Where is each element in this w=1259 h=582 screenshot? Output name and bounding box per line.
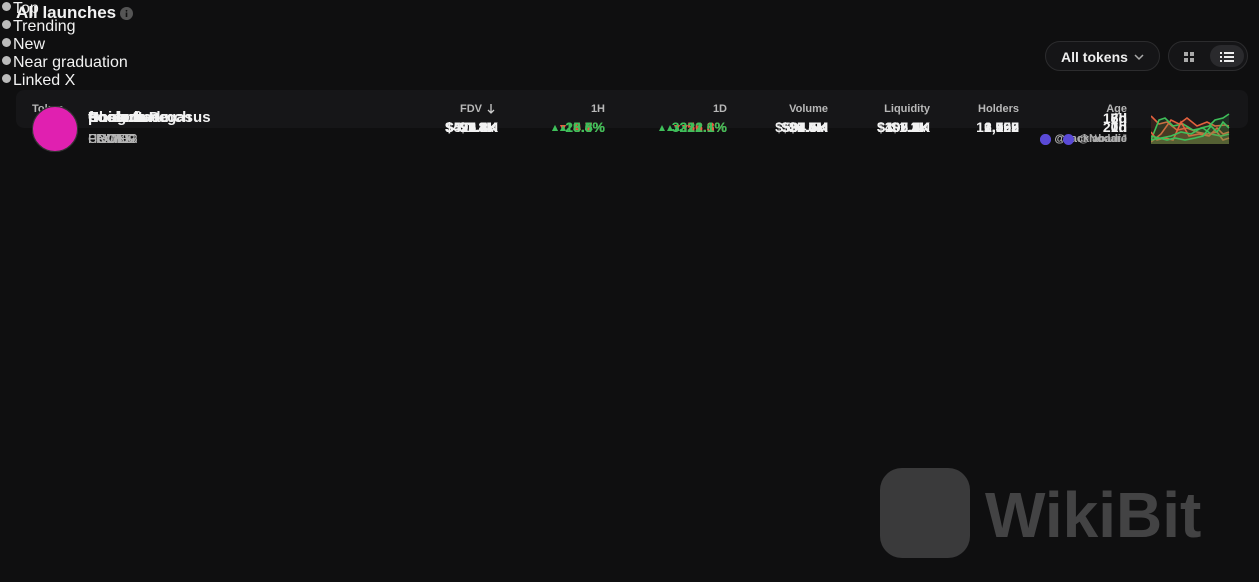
liquidity: $100.7K — [877, 119, 930, 135]
filter-pill[interactable]: Top — [0, 0, 70, 18]
holders: 12,195 — [976, 119, 1019, 135]
volume: $5.7M — [789, 119, 828, 135]
watermark: WikiBit — [985, 479, 1202, 551]
page-title: All launches — [16, 3, 117, 22]
sort-icon — [487, 104, 495, 114]
fdv: $490.2K — [445, 119, 498, 135]
token-name: Unicorn Pegasus — [88, 109, 211, 126]
filter-bar: Top Trending New Near graduation Linked X — [0, 0, 1259, 90]
creator-handle: @NodarJ — [1078, 133, 1127, 145]
volume: $1.5M — [789, 119, 828, 135]
fdv: $511.4K — [445, 119, 498, 135]
holders: 6,562 — [983, 119, 1019, 135]
filter-pill[interactable]: Trending — [0, 18, 103, 36]
trend-arrow — [658, 125, 665, 131]
token-ticker: FRONG — [88, 131, 135, 146]
trend-arrow — [560, 125, 567, 131]
volume: $3.8M — [789, 119, 828, 135]
token-ticker: UNIPEG — [88, 131, 138, 146]
liquidity: $406.8K — [877, 119, 930, 135]
trend-arrow — [552, 125, 559, 131]
change-h1: 3.6% — [559, 119, 605, 135]
volume: $1.4M — [789, 119, 828, 135]
filter-pill[interactable]: Near graduation — [0, 54, 150, 72]
age: 18h — [1102, 110, 1127, 126]
filter-pill[interactable]: Linked X — [0, 72, 102, 90]
column-header: 1H — [590, 103, 605, 115]
change-d1: 3321.1% — [658, 119, 727, 135]
creator-dot — [1039, 133, 1051, 145]
trend-arrow — [682, 125, 689, 131]
holders: 2,357 — [983, 119, 1019, 135]
change-d1: 6.6% — [681, 119, 727, 135]
age: 20h — [1102, 119, 1127, 135]
token-ticker: PosM — [88, 131, 122, 146]
liquidity: $1.2M — [891, 119, 930, 135]
liquidity: $103.4K — [877, 119, 930, 135]
fdv: $1.8M — [459, 119, 498, 135]
column-header: 1D — [712, 103, 727, 115]
sparkline — [1151, 120, 1230, 144]
liquidity: $307.1K — [877, 119, 930, 135]
age: 1d — [1110, 119, 1127, 135]
change-d1: 12.1% — [673, 119, 727, 135]
column-header: Age — [1106, 103, 1127, 115]
token-name: Possum — [88, 109, 147, 126]
token-ticker: HOOKR — [88, 131, 136, 146]
column-header: Volume — [789, 103, 828, 115]
sparkline — [1151, 117, 1230, 144]
token-avatar — [32, 106, 78, 152]
volume: $594.5K — [775, 119, 828, 135]
change-h1: 26.5% — [551, 119, 605, 135]
list-view[interactable] — [1220, 51, 1234, 63]
token-name: ChowdLaunch — [88, 109, 192, 126]
trend-arrow — [674, 125, 681, 131]
watermark-logo — [880, 468, 970, 558]
sparkline — [1151, 113, 1230, 144]
volume: $20.6M — [781, 119, 828, 135]
token-dropdown[interactable]: All tokens — [1045, 41, 1160, 71]
token-ticker: POOLS — [88, 131, 133, 146]
fdv: $7.3M — [459, 119, 498, 135]
age: 7d — [1110, 119, 1127, 135]
age: 7d — [1110, 110, 1127, 126]
view-toggle — [1168, 41, 1248, 71]
column-header[interactable]: FDV — [460, 103, 482, 115]
token-ticker: CHWDR — [88, 131, 138, 146]
token-name: Hookr.fun — [88, 109, 158, 126]
change-d1: 221.6% — [666, 119, 727, 135]
token-name: pools.trade — [88, 109, 169, 126]
column-header: Holders — [978, 103, 1019, 115]
creator-dot — [1063, 133, 1075, 145]
grid-view[interactable] — [1183, 51, 1195, 63]
fdv: $475.4K — [445, 119, 498, 135]
filter-pill[interactable]: New — [0, 36, 77, 54]
info-icon[interactable] — [120, 7, 133, 20]
holders: 920 — [995, 119, 1019, 135]
token-name: frong — [88, 109, 127, 126]
creator[interactable]: @NodarJ — [1063, 133, 1127, 145]
liquidity: $106.0K — [877, 119, 930, 135]
holders: 1,023 — [983, 119, 1019, 135]
holders: 1,799 — [983, 119, 1019, 135]
column-header: Liquidity — [884, 103, 930, 115]
fdv: $428.8K — [445, 119, 498, 135]
dropdown-label: All tokens — [1061, 49, 1128, 65]
launch-table: TokenFDV1H1DVolumeLiquidityHoldersAgefro… — [16, 90, 1248, 582]
age: 6d — [1110, 110, 1127, 126]
trend-arrow — [666, 125, 673, 131]
